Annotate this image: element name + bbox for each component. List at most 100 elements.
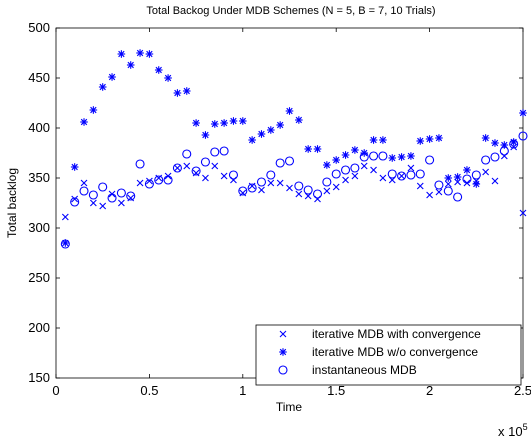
x-tick-label: 2.5 xyxy=(514,383,531,398)
y-tick-label: 200 xyxy=(28,320,50,335)
data-point xyxy=(201,131,210,139)
legend-label-0: iterative MDB with convergence xyxy=(312,327,481,341)
data-point xyxy=(267,179,275,187)
data-point xyxy=(481,155,491,165)
data-point xyxy=(228,170,239,180)
data-point xyxy=(88,190,98,200)
data-point xyxy=(220,119,228,127)
legend: iterative MDB with convergence iterative … xyxy=(255,324,522,386)
data-point xyxy=(435,188,443,196)
data-point xyxy=(509,138,518,146)
data-point xyxy=(89,199,97,207)
data-point xyxy=(108,73,116,81)
data-point xyxy=(481,134,490,142)
data-point xyxy=(322,177,332,187)
data-point xyxy=(202,174,209,182)
data-point xyxy=(359,152,369,162)
legend-marker-0 xyxy=(279,330,287,338)
data-point xyxy=(230,176,237,184)
data-point xyxy=(463,166,471,174)
data-point xyxy=(80,179,88,187)
data-point xyxy=(295,116,303,124)
data-point xyxy=(174,164,181,172)
legend-label-1: iterative MDB w/o convergence xyxy=(312,345,478,359)
data-point xyxy=(435,134,443,142)
x-tick-label: 0.5 xyxy=(140,383,158,398)
data-point xyxy=(425,135,434,143)
data-point xyxy=(80,118,88,126)
data-point xyxy=(444,174,453,182)
y-axis: 150 200 250 300 350 400 450 500 xyxy=(28,20,523,385)
data-point xyxy=(499,146,509,156)
data-point xyxy=(509,139,519,149)
data-point xyxy=(341,151,350,159)
series-0 xyxy=(61,143,527,221)
data-point xyxy=(387,169,397,179)
data-point xyxy=(239,117,247,125)
data-point xyxy=(304,145,312,153)
data-point xyxy=(200,157,210,167)
data-point xyxy=(519,109,527,117)
data-point xyxy=(444,180,452,188)
data-point xyxy=(397,171,407,181)
data-point xyxy=(407,164,415,172)
data-point xyxy=(323,187,331,195)
data-point xyxy=(350,163,360,173)
x-tick-label: 1.5 xyxy=(327,383,345,398)
data-point xyxy=(294,181,304,191)
data-point xyxy=(378,151,388,161)
data-point xyxy=(332,183,340,191)
x-axis-multiplier: x 105 xyxy=(498,422,528,439)
data-point xyxy=(342,176,349,184)
data-point xyxy=(247,183,257,193)
data-point xyxy=(351,172,359,180)
data-point xyxy=(126,191,136,201)
x-tick-label: 2 xyxy=(426,383,433,398)
data-point xyxy=(229,117,238,125)
plot-box xyxy=(55,27,524,379)
data-point xyxy=(397,153,406,161)
data-point xyxy=(471,170,481,180)
data-point xyxy=(107,193,117,203)
data-point xyxy=(144,179,154,189)
data-point xyxy=(89,106,98,114)
data-point xyxy=(379,136,387,144)
data-point xyxy=(172,163,182,173)
data-point xyxy=(70,197,80,207)
data-point xyxy=(163,175,173,185)
data-point xyxy=(219,146,229,156)
data-point xyxy=(70,163,79,171)
data-point xyxy=(275,158,285,168)
data-point xyxy=(183,162,191,170)
y-tick-label: 400 xyxy=(28,120,50,135)
data-point xyxy=(303,185,313,195)
data-point xyxy=(313,145,322,153)
data-point xyxy=(454,178,462,186)
data-point xyxy=(491,177,499,185)
data-point xyxy=(256,177,267,187)
data-point xyxy=(286,184,293,192)
data-point xyxy=(518,131,528,141)
data-point xyxy=(210,120,219,128)
x-axis-multiplier-base: x 10 xyxy=(498,424,523,439)
data-point xyxy=(182,87,191,95)
data-point xyxy=(182,149,192,159)
data-point xyxy=(312,189,323,199)
data-point xyxy=(116,188,126,198)
legend-marker-2 xyxy=(278,365,288,375)
data-point xyxy=(332,156,340,164)
data-point xyxy=(276,179,284,187)
data-point xyxy=(285,107,294,115)
data-point xyxy=(99,202,107,210)
data-point xyxy=(210,147,220,157)
data-point xyxy=(416,182,424,190)
data-point xyxy=(351,146,359,154)
data-point xyxy=(379,174,387,182)
data-point xyxy=(238,186,248,196)
legend-marker-1 xyxy=(279,348,287,356)
x-tick-label: 1 xyxy=(239,383,246,398)
data-point xyxy=(61,213,69,221)
plot-area xyxy=(55,27,524,379)
data-point xyxy=(369,151,379,161)
